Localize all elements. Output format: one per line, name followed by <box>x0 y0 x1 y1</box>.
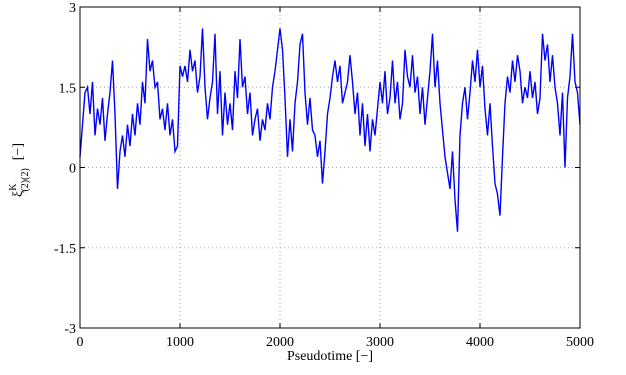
y-label-unit: [−] <box>11 143 26 160</box>
y-tick-label: 3 <box>69 1 76 16</box>
x-tick-label: 3000 <box>366 335 394 350</box>
y-label-sup: K <box>8 183 19 191</box>
x-tick-label: 4000 <box>466 335 494 350</box>
y-tick-label: 0 <box>69 162 76 177</box>
y-tick-label: -3 <box>64 322 76 337</box>
x-axis-label: Pseudotime [−] <box>287 349 373 364</box>
x-tick-label: 0 <box>77 335 84 350</box>
x-tick-label: 2000 <box>266 335 294 350</box>
x-tick-label: 5000 <box>566 335 594 350</box>
plot-frame <box>79 6 581 329</box>
y-label-base: ξ <box>11 191 26 197</box>
y-tick-label: -1.5 <box>54 242 76 257</box>
y-tick-label: 1.5 <box>59 81 77 96</box>
y-axis-label: ξK(2)(2) [−] <box>8 143 31 197</box>
data-line <box>79 28 581 232</box>
x-tick-label: 1000 <box>166 335 194 350</box>
y-label-sub: (2)(2) <box>20 168 31 191</box>
